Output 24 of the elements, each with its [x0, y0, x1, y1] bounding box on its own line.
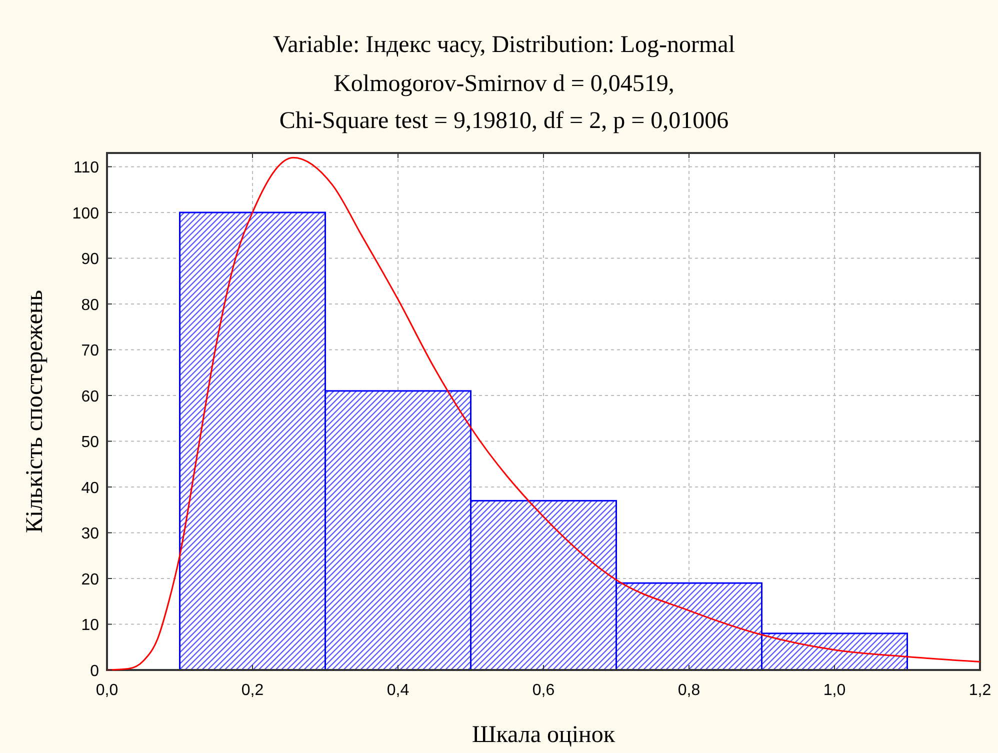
- y-axis-title: Кількість спостережень: [22, 290, 48, 534]
- x-tick-label: 0,8: [678, 682, 700, 699]
- y-tick-label: 50: [81, 434, 100, 452]
- y-tick-label: 70: [81, 342, 100, 360]
- x-tick-label: 0,4: [386, 682, 410, 699]
- x-tick-label: 1,2: [968, 682, 992, 699]
- y-tick-label: 10: [81, 617, 100, 634]
- x-tick-label: 0,2: [241, 682, 264, 699]
- x-tick-label: 1,0: [823, 682, 846, 699]
- y-tick-label: 80: [81, 296, 100, 314]
- y-tick-label: 0: [90, 663, 100, 680]
- y-tick-label: 60: [81, 388, 100, 406]
- y-tick-label: 100: [72, 205, 100, 222]
- y-tick-label: 30: [81, 526, 100, 543]
- chart-subtitle: Kolmogorov-Smirnov d = 0,04519, Chi-Square test = 9,19810, df = 2, p = 0,01006: [279, 71, 729, 134]
- y-tick-label: 40: [81, 480, 100, 497]
- x-axis-title: Шкала оцінок: [472, 722, 616, 748]
- y-tick-label: 20: [81, 571, 100, 588]
- y-tick-label: 90: [81, 251, 100, 268]
- chart-title: Variable: Індекс часу, Distribution: Log-normal: [273, 32, 736, 58]
- x-tick-label: 0,0: [96, 682, 118, 699]
- line-series: [106, 156, 981, 671]
- y-tick-label: 110: [73, 160, 100, 177]
- x-tick-label: 0,6: [532, 682, 555, 699]
